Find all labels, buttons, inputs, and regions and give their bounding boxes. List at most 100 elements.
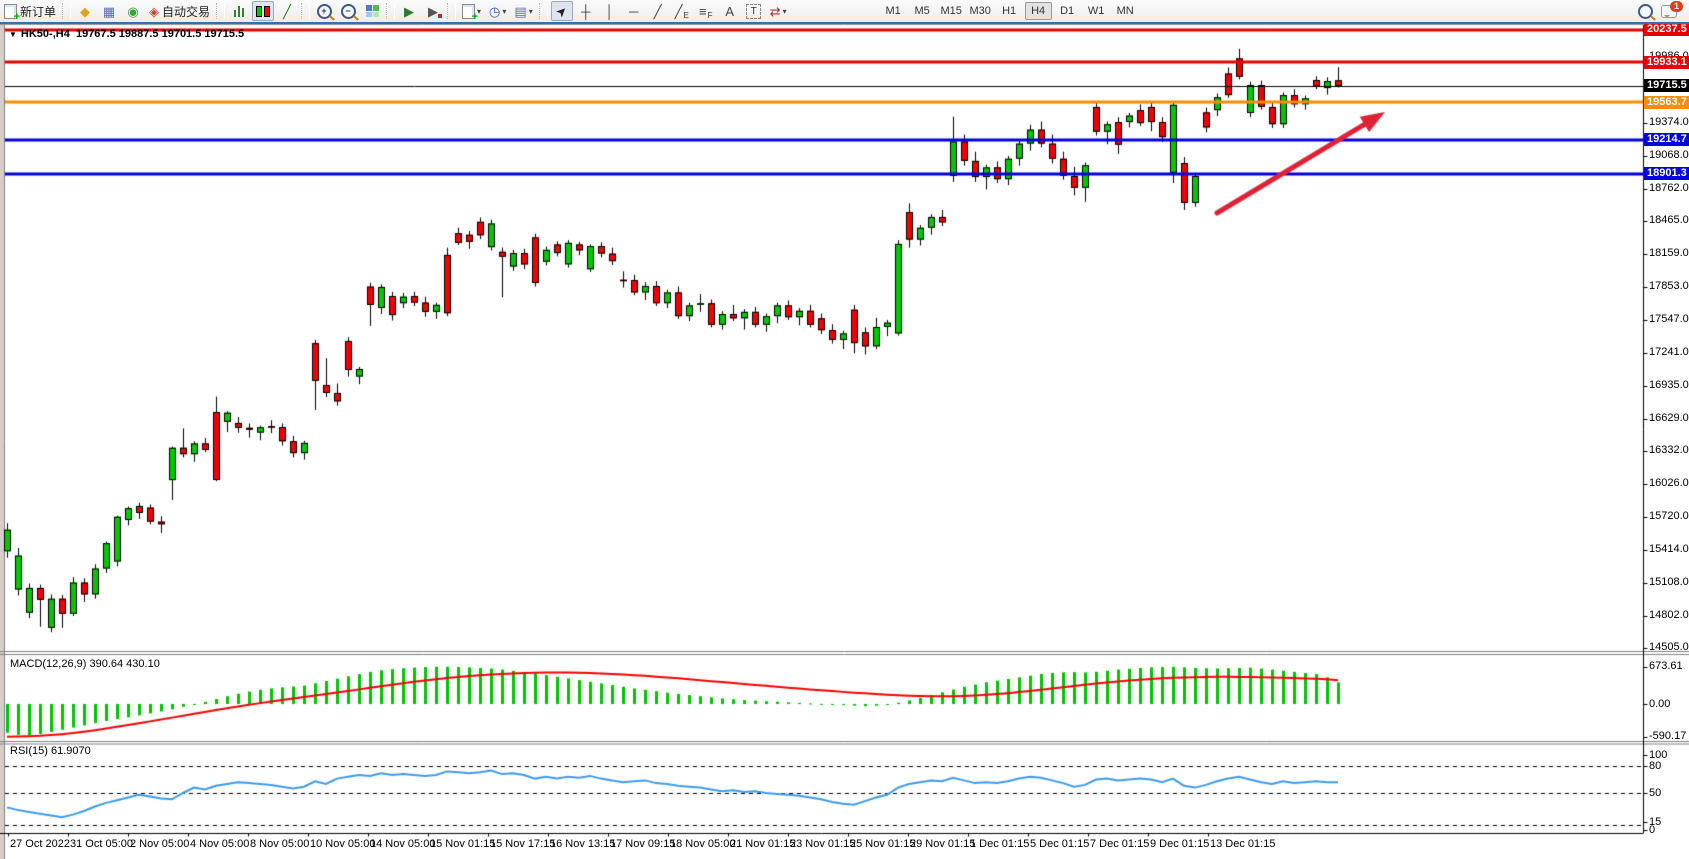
date-label: 13 Dec 01:15 [1210,838,1276,850]
tile-windows-icon [365,5,379,17]
new-order-button[interactable]: + 新订单 [1,1,59,22]
icon-sub-letter: F [707,11,713,20]
auto-scroll-button[interactable]: ▶ [398,1,420,21]
date-label: 25 Nov 01:15 [850,838,916,850]
date-label: 4 Nov 05:00 [190,838,250,850]
text-icon: A [725,3,735,19]
search-icon [1637,3,1656,21]
date-label: 5 Dec 01:15 [1030,838,1090,850]
price-tick-label: 18159.0 [1649,247,1689,260]
autotrading-button[interactable]: ◈ 自动交易 [146,1,213,21]
autotrading-icon: ◈ [149,3,160,19]
chart-expander-icon[interactable]: ▼ [9,30,17,39]
timeframe-button-h4[interactable]: H4 [1024,2,1052,20]
toolbar-separator [447,3,457,19]
toolbar-right: 1 [1633,0,1683,21]
zoom-in-button[interactable]: + [313,1,335,21]
vline-button[interactable]: │ [599,1,621,21]
price-tick-label: 15108.0 [1649,576,1689,589]
timeframe-button-m1[interactable]: M1 [885,5,901,17]
text-label-button[interactable]: T [743,1,765,21]
tile-windows-button[interactable] [361,1,383,21]
rsi-tick-label: 50 [1649,787,1662,799]
notification-badge: 1 [1669,0,1683,12]
macd-tick-label: 0.00 [1649,697,1671,710]
price-badge: 19214.7 [1644,133,1689,147]
price-badge: 19563.7 [1644,95,1689,109]
new-order-icon: + [4,3,20,22]
channel-button[interactable]: ╱ E [671,1,693,21]
price-tick-label: 16332.0 [1649,444,1689,457]
price-tick-label: 18465.0 [1649,214,1689,227]
cursor-button[interactable]: ➤ [550,1,573,21]
date-label: 1 Dec 01:15 [970,838,1030,850]
text-label-icon: T [746,3,762,19]
market-watch-button[interactable]: ▦ [98,1,120,21]
date-label: 9 Dec 01:15 [1150,838,1210,850]
toolbar-separator [386,3,396,19]
rsi-tick-label: 100 [1649,749,1668,761]
signals-button[interactable]: ◉ [122,1,144,21]
autotrading-button-label: 自动交易 [162,4,211,19]
signals-icon: ◉ [127,3,139,19]
cursor-icon: ➤ [552,1,571,21]
trendline-button[interactable]: ╱ [647,1,669,21]
price-tick-label: 16629.0 [1649,412,1689,425]
date-label: 29 Nov 01:15 [910,838,976,850]
timeframe-button-m30[interactable]: M30 [969,5,991,17]
toolbar-buttons: + 新订单 ◆ ▦ ◉ ◈ 自动交易 ╱ + − ▶ ▶ + ▾ ◷ ▾ ▤ ▾ ➤ ┼ │ ─ ╱ ╱ E ≡ F A T ⇄ ▾ [0,1,791,22]
timeframe-button-h1[interactable]: H1 [1002,5,1017,17]
new-chart-icon: + [462,3,478,22]
bar-chart-button[interactable] [228,1,250,21]
price-tick-label: 16026.0 [1649,477,1689,490]
notifications-button[interactable]: 1 [1658,0,1683,21]
price-badge: 18901.3 [1644,167,1689,181]
auto-scroll-icon: ▶ [404,3,415,19]
date-label: 15 Nov 17:15 [490,838,556,850]
hline-icon: ─ [629,3,639,19]
date-label: 8 Nov 05:00 [250,838,310,850]
macd-tick-label: 673.61 [1649,660,1683,673]
timeframe-button-d1[interactable]: D1 [1060,5,1075,17]
templates-button[interactable]: ▤ ▾ [511,1,535,21]
date-label: 21 Nov 01:15 [730,838,796,850]
chevron-down-icon: ▾ [528,6,533,16]
arrows-button[interactable]: ⇄ ▾ [767,1,790,21]
timeframe-button-m5[interactable]: M5 [914,5,930,17]
price-badge: 19715.5 [1644,79,1689,93]
bar-chart-icon [233,5,245,17]
price-tick-label: 18762.0 [1649,182,1689,195]
toolbar: + 新订单 ◆ ▦ ◉ ◈ 自动交易 ╱ + − ▶ ▶ + ▾ ◷ ▾ ▤ ▾ ➤ ┼ │ ─ ╱ ╱ E ≡ F A T ⇄ ▾ M1 M… [0,0,1689,24]
chart-shift-button[interactable]: ▶ [422,1,444,21]
periods-icon: ◷ [489,3,501,19]
hline-button[interactable]: ─ [623,1,645,21]
candlestick-chart-button[interactable] [252,1,275,21]
text-button[interactable]: A [719,1,741,21]
icon-sub-letter: E [683,11,689,20]
periods-button[interactable]: ◷ ▾ [486,1,509,21]
chevron-down-icon: ▾ [502,6,507,16]
history-center-icon: ◆ [80,3,91,19]
date-label: 17 Nov 09:15 [610,838,676,850]
chart-ohlc-values: 19767.5 19887.5 19701.5 19715.5 [75,28,245,40]
notifications-icon: 1 [1661,0,1683,18]
price-tick-label: 16935.0 [1649,379,1689,392]
fibonacci-button[interactable]: ≡ F [695,1,717,21]
timeframe-button-m15[interactable]: M15 [940,5,962,17]
price-tick-label: 17241.0 [1649,346,1689,359]
date-label: 27 Oct 2022 [10,838,70,850]
zoom-out-button[interactable]: − [337,1,359,21]
icon-mark [438,14,443,18]
trendline-icon: ╱ [653,3,662,19]
timeframe-button-w1[interactable]: W1 [1087,5,1105,17]
history-center-button[interactable]: ◆ [74,1,96,21]
search-button[interactable] [1634,1,1656,21]
crosshair-button[interactable]: ┼ [575,1,597,21]
new-chart-button[interactable]: + ▾ [459,1,484,22]
timeframe-button-mn[interactable]: MN [1116,5,1134,17]
line-chart-button[interactable]: ╱ [276,1,298,21]
price-tick-label: 14505.0 [1649,641,1689,654]
channel-icon: ╱ [674,3,683,19]
